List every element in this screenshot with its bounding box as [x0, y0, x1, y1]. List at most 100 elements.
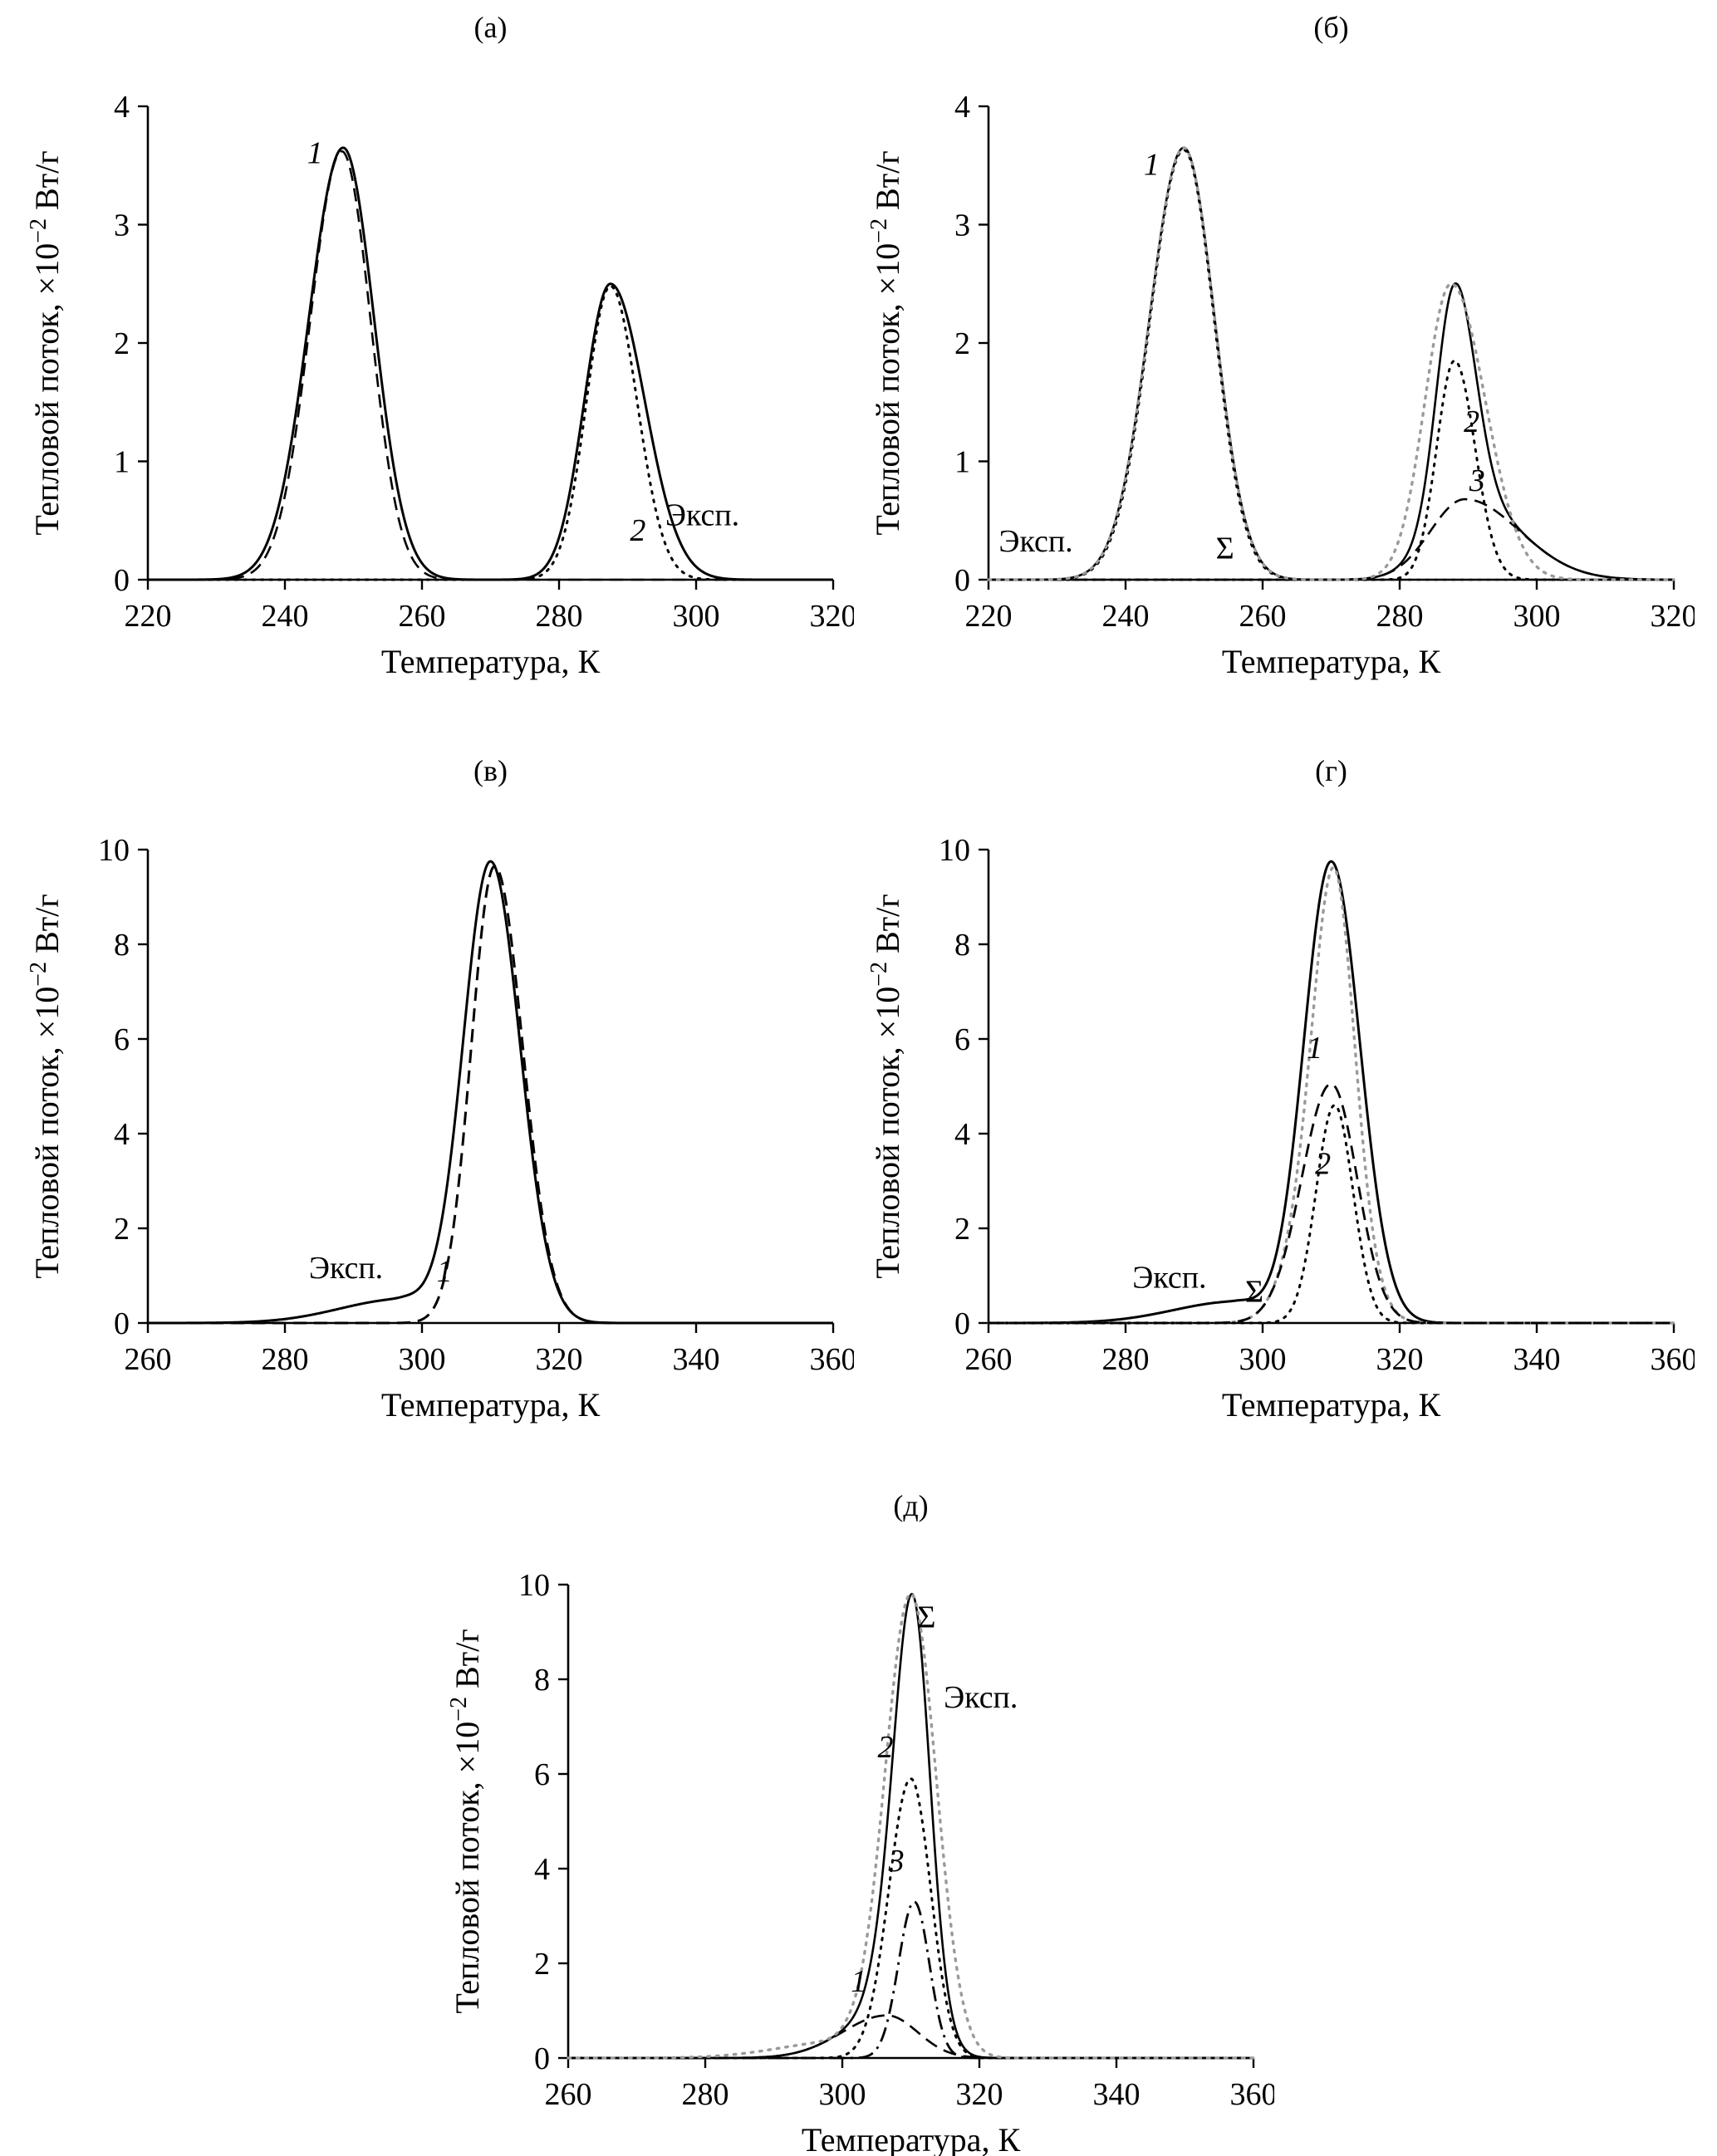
- panel-d-chart: 260 280 300 320 340 360 0 2 4 6 8 10 Температура, К Т…: [444, 1526, 1278, 2156]
- y-tick-label: 2: [954, 1212, 970, 1247]
- y-axis-label: Тепловой поток, ×10−2 Вт/г: [446, 1629, 486, 2013]
- axes-spines: [567, 1585, 1253, 2060]
- y-tick-label: 8: [954, 928, 970, 963]
- y-tick-label: 2: [114, 1212, 130, 1247]
- chart-a-svg: 220 240 260 280 300 320 0 1 2 3 4 Температура, К Теп…: [26, 90, 857, 680]
- y-tick-label: 1: [114, 445, 130, 480]
- x-tick-label: 280: [536, 599, 583, 634]
- x-axis-label: Температура, К: [1222, 1386, 1441, 1423]
- y-tick-label: 0: [534, 2041, 550, 2076]
- x-axis-label: Температура, К: [1222, 643, 1441, 680]
- series-line-v-0: [148, 860, 833, 1325]
- annotation-d: 3: [888, 1844, 905, 1879]
- annotation-a: 2: [630, 513, 645, 548]
- panel-a-chart: 220 240 260 280 300 320 0 1 2 3 4 Температура, К Теп…: [23, 48, 857, 688]
- annotation-g: 2: [1315, 1146, 1331, 1181]
- x-tick-label: 280: [262, 1342, 309, 1377]
- y-axis-label: Тепловой поток, ×10−2 Вт/г: [866, 150, 906, 535]
- y-tick-label: 1: [954, 445, 970, 480]
- series-line-a-2: [146, 285, 835, 581]
- x-tick-label: 300: [1513, 599, 1561, 634]
- axes-spines: [987, 106, 1674, 581]
- y-tick-label: 4: [954, 90, 970, 125]
- series-line-g-0: [989, 860, 1674, 1325]
- x-tick-label: 340: [1513, 1342, 1561, 1377]
- y-axis-label: Тепловой поток, ×10−2 Вт/г: [866, 894, 906, 1278]
- x-tick-label: 280: [682, 2077, 729, 2112]
- x-tick-label: 260: [1239, 599, 1287, 634]
- panel-g: (г) 260 280 300 320 340 360 0 2 4 6 8 10 Температура…: [864, 750, 1698, 1431]
- series-line-g-2: [989, 1082, 1674, 1325]
- annotation-d: 1: [851, 1964, 866, 1999]
- x-tick-label: 320: [956, 2077, 1003, 2112]
- x-tick-label: 220: [965, 599, 1013, 634]
- y-tick-label: 10: [518, 1568, 550, 1603]
- x-tick-label: 360: [810, 1342, 855, 1377]
- y-axis-label: Тепловой поток, ×10−2 Вт/г: [26, 150, 66, 535]
- chart-b-svg: 220 240 260 280 300 320 0 1 2 3 4 Температура, К Теп…: [866, 90, 1698, 680]
- y-tick-label: 0: [114, 563, 130, 598]
- x-axis-label: Температура, К: [381, 1386, 601, 1423]
- annotation-d: Σ: [917, 1600, 935, 1634]
- annotation-b: Σ: [1216, 531, 1234, 566]
- y-tick-label: 2: [954, 326, 970, 361]
- x-axis-label: Температура, К: [381, 643, 601, 680]
- y-tick-label: 3: [954, 208, 970, 243]
- x-tick-label: 300: [399, 1342, 446, 1377]
- x-tick-label: 320: [810, 599, 855, 634]
- series-line-d-2: [568, 1900, 1253, 2060]
- annotation-g: Эксп.: [1132, 1260, 1206, 1295]
- x-tick-label: 300: [673, 599, 720, 634]
- annotation-b: 1: [1144, 148, 1160, 183]
- x-tick-label: 240: [262, 599, 309, 634]
- series-line-g-1: [987, 865, 1675, 1325]
- axes-spines: [146, 850, 833, 1325]
- annotation-d: 2: [877, 1730, 893, 1765]
- series-line-d-4: [567, 1592, 1255, 2060]
- x-tick-label: 260: [965, 1342, 1013, 1377]
- x-tick-label: 360: [1230, 2077, 1275, 2112]
- panel-a-title: (а): [473, 11, 508, 44]
- y-tick-label: 3: [114, 208, 130, 243]
- series-line-b-1: [987, 359, 1675, 581]
- chart-v-svg: 260 280 300 320 340 360 0 2 4 6 8 10 Температура, К Т…: [26, 833, 857, 1423]
- y-tick-label: 6: [114, 1022, 130, 1057]
- annotation-v: 1: [437, 1254, 453, 1289]
- x-tick-label: 340: [673, 1342, 720, 1377]
- y-tick-label: 4: [114, 1117, 130, 1152]
- y-tick-label: 8: [114, 928, 130, 963]
- panel-g-chart: 260 280 300 320 340 360 0 2 4 6 8 10 Температура, К Т…: [864, 791, 1698, 1431]
- axes-spines: [987, 850, 1674, 1325]
- y-tick-label: 2: [114, 326, 130, 361]
- y-tick-label: 0: [954, 1306, 970, 1341]
- annotation-a: Эксп.: [665, 497, 739, 532]
- panel-b-title: (б): [1313, 11, 1349, 44]
- series-line-v-1: [148, 865, 833, 1325]
- y-tick-label: 10: [98, 833, 130, 868]
- x-tick-label: 280: [1376, 599, 1424, 634]
- x-tick-label: 340: [1093, 2077, 1141, 2112]
- series-line-d-3: [568, 2014, 1253, 2060]
- panel-g-title: (г): [1315, 754, 1347, 787]
- panel-b-chart: 220 240 260 280 300 320 0 1 2 3 4 Температура, К Теп…: [864, 48, 1698, 688]
- annotation-b: Эксп.: [998, 524, 1072, 559]
- x-tick-label: 320: [1376, 1342, 1424, 1377]
- annotation-b: 3: [1469, 463, 1485, 498]
- series-line-b-4: [987, 146, 1675, 581]
- annotation-b: 2: [1464, 404, 1479, 439]
- series-line-d-1: [567, 1777, 1255, 2060]
- annotation-g: Σ: [1245, 1274, 1263, 1309]
- series-line-d-0: [568, 1592, 1253, 2060]
- x-tick-label: 300: [819, 2077, 866, 2112]
- x-tick-label: 240: [1102, 599, 1150, 634]
- annotation-v: Эксп.: [309, 1251, 383, 1286]
- x-axis-label: Температура, К: [802, 2121, 1021, 2156]
- y-tick-label: 4: [954, 1117, 970, 1152]
- panel-a: (а) 220 240 260 280 300 320 0 1 2 3 4 Температура, …: [23, 7, 857, 688]
- series-line-b-3: [989, 146, 1674, 581]
- panel-v: (в) 260 280 300 320 340 360 0 2 4 6 8 10 Температура…: [23, 750, 857, 1431]
- y-tick-label: 4: [114, 90, 130, 125]
- x-tick-label: 260: [545, 2077, 592, 2112]
- panel-v-title: (в): [473, 754, 508, 787]
